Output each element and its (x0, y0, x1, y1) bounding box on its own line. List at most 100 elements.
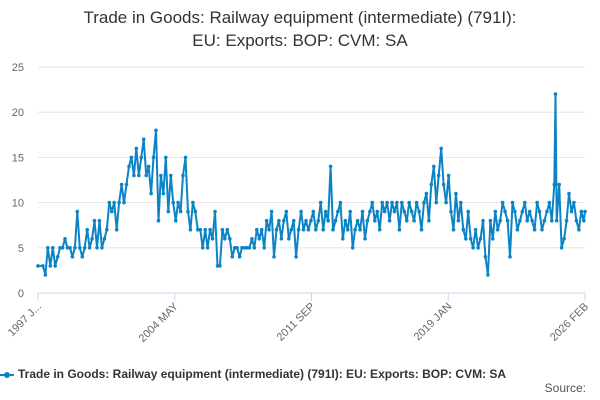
data-point[interactable] (535, 200, 539, 205)
data-point[interactable] (407, 200, 412, 205)
data-point[interactable] (43, 273, 48, 277)
data-point[interactable] (196, 227, 200, 232)
data-point[interactable] (287, 237, 291, 241)
data-point[interactable] (552, 182, 557, 187)
data-point[interactable] (400, 200, 404, 205)
data-point[interactable] (412, 218, 416, 223)
data-point[interactable] (73, 246, 77, 250)
data-point[interactable] (382, 209, 387, 214)
data-point[interactable] (483, 254, 488, 259)
data-point[interactable] (252, 246, 257, 250)
data-point[interactable] (291, 218, 296, 223)
data-point[interactable] (427, 218, 431, 223)
data-point[interactable] (259, 227, 264, 232)
data-point[interactable] (459, 200, 463, 205)
data-point[interactable] (78, 246, 82, 250)
data-point[interactable] (257, 237, 262, 241)
data-point[interactable] (365, 218, 370, 223)
data-point[interactable] (237, 254, 242, 259)
data-point[interactable] (323, 209, 328, 214)
data-point[interactable] (547, 200, 552, 205)
data-point[interactable] (318, 200, 323, 205)
data-point[interactable] (151, 155, 156, 160)
data-point[interactable] (311, 209, 316, 214)
data-point[interactable] (348, 209, 353, 214)
data-point[interactable] (377, 227, 382, 232)
data-point[interactable] (397, 227, 402, 232)
data-point[interactable] (461, 227, 466, 232)
data-point[interactable] (193, 209, 198, 214)
data-point[interactable] (149, 191, 153, 196)
data-point[interactable] (282, 218, 286, 223)
data-point[interactable] (419, 227, 424, 232)
data-point[interactable] (444, 200, 448, 205)
data-point[interactable] (110, 209, 114, 214)
data-point[interactable] (277, 218, 281, 223)
data-point[interactable] (181, 173, 185, 178)
data-point[interactable] (144, 173, 148, 178)
data-point[interactable] (124, 182, 129, 187)
data-point[interactable] (119, 182, 124, 187)
data-point[interactable] (289, 227, 294, 232)
data-point[interactable] (402, 209, 407, 214)
data-point[interactable] (505, 218, 510, 223)
data-point[interactable] (353, 227, 357, 232)
data-point[interactable] (186, 209, 190, 214)
data-point[interactable] (200, 246, 205, 250)
data-point[interactable] (137, 173, 141, 178)
data-point[interactable] (114, 227, 119, 232)
data-point[interactable] (213, 209, 217, 214)
data-point[interactable] (569, 209, 574, 214)
data-point[interactable] (530, 218, 534, 223)
data-point[interactable] (385, 200, 389, 205)
data-point[interactable] (553, 92, 558, 96)
data-point[interactable] (422, 200, 426, 205)
data-point[interactable] (520, 209, 525, 214)
data-point[interactable] (550, 218, 554, 223)
data-point[interactable] (250, 237, 254, 241)
data-point[interactable] (309, 218, 313, 223)
data-point[interactable] (112, 200, 116, 205)
data-point[interactable] (405, 218, 409, 223)
data-point[interactable] (525, 218, 529, 223)
data-point[interactable] (146, 164, 151, 169)
data-point[interactable] (274, 227, 279, 232)
data-point[interactable] (355, 218, 360, 223)
data-point[interactable] (486, 273, 490, 277)
data-point[interactable] (579, 209, 584, 214)
data-point[interactable] (559, 246, 564, 250)
data-point[interactable] (198, 227, 203, 232)
data-point[interactable] (161, 191, 166, 196)
data-point[interactable] (449, 209, 453, 214)
data-point[interactable] (537, 209, 542, 214)
data-point[interactable] (63, 237, 67, 241)
data-point[interactable] (380, 200, 385, 205)
data-point[interactable] (279, 237, 284, 241)
data-point[interactable] (343, 218, 348, 223)
data-point[interactable] (358, 227, 362, 232)
data-point[interactable] (414, 200, 419, 205)
data-point[interactable] (562, 237, 566, 241)
data-point[interactable] (75, 209, 80, 214)
data-point[interactable] (68, 246, 72, 250)
data-point[interactable] (390, 200, 394, 205)
data-point[interactable] (495, 227, 500, 232)
data-point[interactable] (53, 264, 57, 268)
data-point[interactable] (582, 218, 586, 223)
data-point[interactable] (368, 209, 372, 214)
data-point[interactable] (129, 155, 134, 160)
data-point[interactable] (540, 227, 544, 232)
data-point[interactable] (567, 191, 571, 196)
data-point[interactable] (299, 209, 303, 214)
data-point[interactable] (92, 218, 97, 223)
data-point[interactable] (429, 182, 434, 187)
data-point[interactable] (306, 227, 311, 232)
data-point[interactable] (247, 246, 252, 250)
data-point[interactable] (314, 227, 318, 232)
data-point[interactable] (478, 237, 483, 241)
data-point[interactable] (164, 155, 168, 160)
data-point[interactable] (208, 227, 212, 232)
data-point[interactable] (156, 218, 161, 223)
data-point[interactable] (41, 264, 45, 268)
data-point[interactable] (267, 227, 271, 232)
